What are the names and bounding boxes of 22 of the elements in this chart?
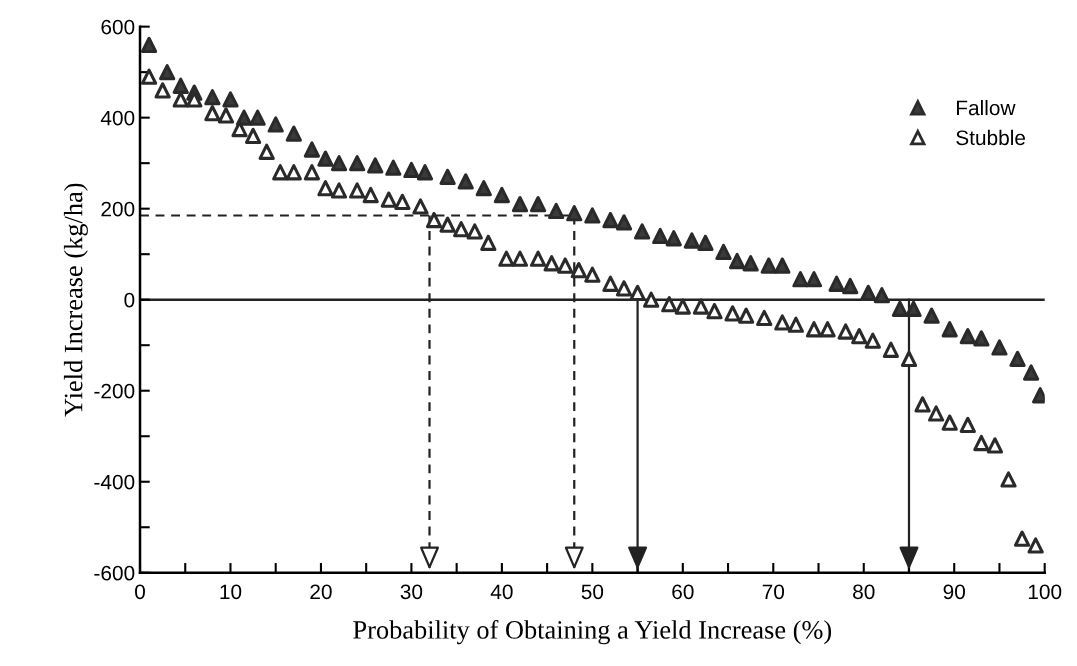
y-tick-label: -400: [94, 474, 135, 490]
y-tick-label: 600: [101, 19, 135, 35]
x-tick-label: 80: [853, 584, 875, 600]
legend-label: Fallow: [956, 100, 1016, 116]
legend-label: Stubble: [956, 129, 1026, 146]
x-tick-label: 60: [672, 584, 694, 600]
x-tick-label: 20: [310, 584, 332, 600]
x-axis-title: Probability of Obtaining a Yield Increase (%): [353, 619, 832, 645]
x-tick-label: 0: [135, 584, 145, 600]
y-tick-label: 400: [100, 110, 135, 126]
x-tick-label: 10: [220, 584, 242, 600]
x-tick-label: 70: [762, 584, 785, 600]
y-tick-label: -200: [94, 383, 135, 399]
y-tick-label: 200: [101, 201, 135, 217]
x-tick-label: 100: [1028, 584, 1062, 600]
x-tick-label: 90: [943, 584, 965, 600]
x-tick-label: 50: [581, 584, 604, 600]
x-tick-label: 40: [490, 584, 513, 600]
y-axis-title: Yield Increase (kg/ha): [63, 183, 88, 417]
y-tick-label: 0: [124, 292, 135, 308]
x-tick-label: 30: [400, 584, 423, 600]
y-tick-label: -600: [94, 565, 135, 581]
